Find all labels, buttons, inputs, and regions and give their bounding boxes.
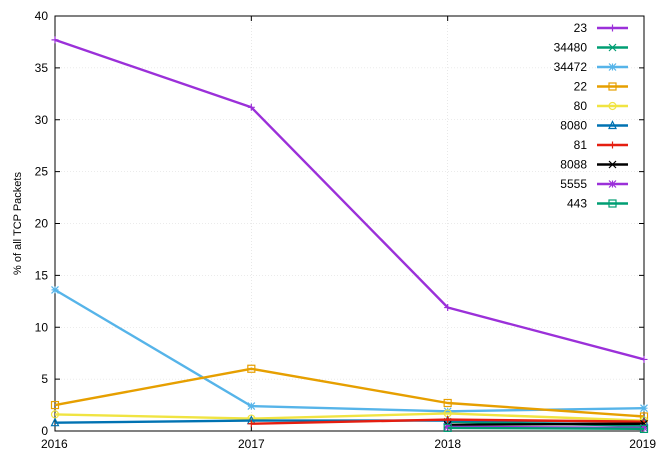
y-tick-label: 20	[35, 217, 49, 231]
legend-label: 34472	[554, 60, 588, 74]
legend-marker	[609, 24, 616, 32]
legend-marker	[608, 160, 617, 169]
legend-item-34472: 34472	[554, 60, 628, 74]
x-tick-label: 2016	[41, 437, 68, 451]
data-point-81	[444, 416, 452, 424]
legend-label: 8088	[560, 158, 587, 172]
x-tick-label: 2017	[238, 437, 265, 451]
series-34472	[51, 285, 648, 416]
x-tick-label: 2018	[434, 437, 461, 451]
legend-item-443: 443	[567, 197, 628, 211]
legend-marker	[608, 180, 617, 188]
legend-item-8088: 8088	[560, 158, 628, 172]
legend-marker	[608, 120, 617, 130]
legend-label: 34480	[554, 41, 588, 55]
series-line-8088	[447, 422, 645, 426]
series-line-443	[447, 426, 645, 431]
legend-item-5555: 5555	[560, 177, 628, 191]
data-point-23	[640, 355, 648, 363]
y-tick-label: 0	[41, 424, 48, 438]
series-line-23	[54, 38, 645, 361]
data-point-22	[50, 400, 60, 410]
grid	[55, 16, 644, 431]
legend-item-80: 80	[574, 99, 628, 113]
legend-marker	[608, 63, 617, 71]
legend-item-34480: 34480	[554, 41, 628, 55]
legend-item-22: 22	[574, 80, 628, 94]
series-23	[51, 36, 648, 363]
legend-item-8080: 8080	[560, 119, 628, 133]
data-point-443	[639, 424, 649, 434]
series-22	[50, 364, 649, 421]
y-tick-label: 30	[35, 113, 49, 127]
y-tick-label: 15	[35, 268, 49, 282]
y-axis: 0 5 10 15 20 25 30 35 40	[35, 9, 644, 438]
data-point-34472	[640, 404, 648, 413]
legend-label: 443	[567, 197, 587, 211]
x-tick-label: 2019	[629, 437, 656, 451]
data-point-34472	[247, 402, 256, 411]
y-tick-label: 10	[35, 320, 49, 334]
data-point-34472	[443, 407, 452, 416]
y-tick-label: 40	[35, 9, 49, 23]
legend-label: 81	[574, 138, 588, 152]
series-443	[443, 423, 649, 434]
data-point-81	[247, 420, 255, 428]
data-point-8080	[50, 417, 60, 427]
y-axis-label: % of all TCP Packets	[12, 172, 24, 275]
data-point-5555	[443, 422, 452, 431]
x-axis: 2016 2017 2018 2019	[41, 16, 656, 451]
data-point-23	[444, 304, 452, 312]
series-line-80	[54, 412, 645, 422]
legend-marker	[609, 141, 616, 149]
series-group	[50, 36, 649, 434]
y-tick-label: 35	[35, 61, 49, 75]
data-point-23	[51, 36, 59, 44]
series-line-22	[54, 367, 645, 418]
y-tick-label: 25	[35, 165, 49, 179]
legend-marker	[608, 82, 617, 91]
data-point-443	[443, 423, 452, 432]
legend-label: 80	[574, 99, 588, 113]
legend-label: 8080	[560, 119, 587, 133]
legend-item-81: 81	[574, 138, 628, 152]
legend-item-23: 23	[574, 21, 628, 35]
legend-label: 22	[574, 80, 588, 94]
data-point-22	[443, 398, 452, 408]
data-point-22	[247, 364, 256, 373]
y-tick-label: 5	[41, 372, 48, 386]
series-line-34472	[54, 288, 645, 413]
data-point-23	[247, 103, 255, 111]
legend-marker	[608, 43, 617, 52]
legend-label: 5555	[560, 177, 587, 191]
legend-label: 23	[574, 21, 588, 35]
data-point-34472	[51, 285, 59, 294]
legend-marker	[608, 199, 617, 208]
legend-marker	[608, 101, 617, 111]
